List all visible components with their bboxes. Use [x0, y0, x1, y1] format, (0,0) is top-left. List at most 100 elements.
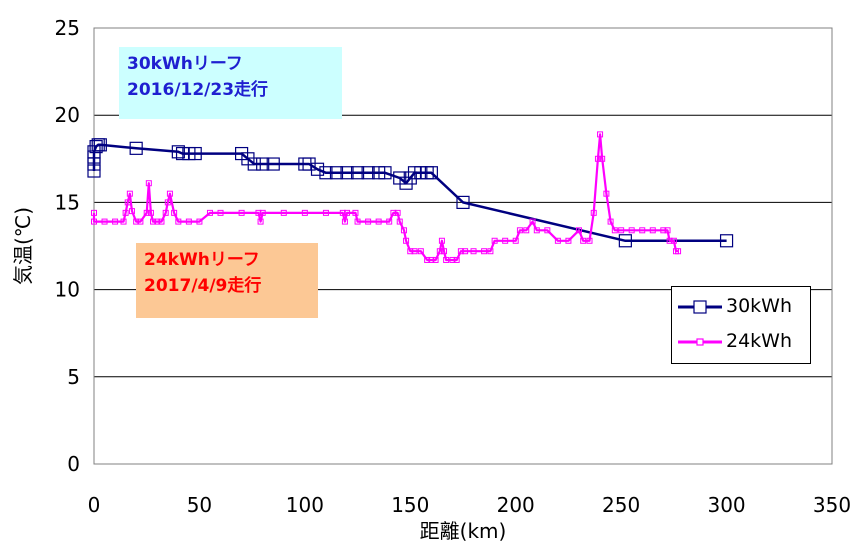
- legend-label-24kwh: 24kWh: [726, 330, 793, 352]
- annotation-30kwh: 30kWhリーフ 2016/12/23走行: [119, 47, 342, 119]
- data-point: [424, 166, 438, 180]
- series-layer: [87, 131, 734, 263]
- data-point: [147, 209, 154, 216]
- x-tick-label: 250: [602, 493, 640, 517]
- data-point: [590, 209, 597, 216]
- data-point: [628, 227, 635, 234]
- data-point: [449, 256, 456, 263]
- data-point: [618, 227, 625, 234]
- annotation-30kwh-line2: 2016/12/23走行: [127, 80, 269, 100]
- data-point: [432, 256, 439, 263]
- data-point: [664, 227, 671, 234]
- data-point: [403, 237, 410, 244]
- data-point: [365, 218, 372, 225]
- data-point: [352, 209, 359, 216]
- data-point: [554, 237, 561, 244]
- data-point: [150, 218, 157, 225]
- data-point: [470, 248, 477, 255]
- data-point: [339, 209, 346, 216]
- data-point: [341, 218, 348, 225]
- data-point: [523, 227, 530, 234]
- data-point: [171, 145, 185, 159]
- data-point: [280, 209, 287, 216]
- data-point: [512, 237, 519, 244]
- data-point: [93, 138, 107, 152]
- data-point: [259, 209, 266, 216]
- legend-swatch-30kwh: [678, 300, 722, 314]
- data-point: [660, 227, 667, 234]
- data-point: [301, 209, 308, 216]
- data-point: [302, 157, 316, 171]
- x-tick-label: 200: [497, 493, 535, 517]
- data-point: [378, 166, 392, 180]
- y-axis-title: 気温(℃): [11, 207, 35, 285]
- y-tick-label: 10: [55, 278, 80, 302]
- data-point: [175, 218, 182, 225]
- data-point: [666, 237, 673, 244]
- y-axis-ticks: 0 5 10 15 20 25: [55, 16, 80, 476]
- data-point: [456, 195, 470, 209]
- data-point: [91, 209, 97, 216]
- data-point: [217, 209, 224, 216]
- data-point: [133, 218, 140, 225]
- series-30kWh: [87, 138, 734, 248]
- data-point: [257, 218, 264, 225]
- data-point: [481, 248, 488, 255]
- x-axis-title: 距離(km): [420, 519, 507, 543]
- data-point: [143, 209, 150, 216]
- data-point: [375, 218, 382, 225]
- plot-area: [93, 27, 833, 465]
- data-point: [396, 218, 403, 225]
- data-point: [565, 237, 572, 244]
- data-point: [441, 248, 448, 255]
- data-point: [129, 141, 143, 155]
- data-point: [386, 218, 393, 225]
- data-point: [670, 237, 677, 244]
- data-point: [344, 209, 351, 216]
- legend-item-30kwh: 30kWh: [672, 292, 810, 322]
- x-tick-label: 300: [707, 493, 745, 517]
- legend-swatch-24kwh: [678, 338, 722, 346]
- data-point: [639, 227, 646, 234]
- data-point: [400, 227, 407, 234]
- data-point: [322, 209, 329, 216]
- data-point: [411, 248, 418, 255]
- x-tick-label: 0: [88, 493, 101, 517]
- data-point: [462, 248, 469, 255]
- x-axis-ticks: 0 50 100 150 200 250 300 350: [88, 493, 851, 517]
- data-point: [185, 218, 192, 225]
- data-point: [586, 237, 593, 244]
- data-point: [162, 209, 169, 216]
- data-point: [238, 209, 245, 216]
- data-point: [91, 218, 97, 225]
- x-tick-label: 100: [286, 493, 324, 517]
- data-point: [649, 227, 656, 234]
- data-point: [457, 248, 464, 255]
- data-point: [196, 218, 203, 225]
- data-point: [255, 209, 262, 216]
- data-point: [354, 218, 361, 225]
- data-point: [158, 218, 165, 225]
- legend: 30kWh 24kWh: [671, 286, 811, 364]
- data-point: [137, 218, 144, 225]
- data-point: [164, 199, 171, 206]
- data-point: [502, 237, 509, 244]
- data-point: [87, 164, 101, 178]
- data-point: [533, 227, 540, 234]
- data-point: [436, 248, 443, 255]
- x-tick-label: 50: [187, 493, 212, 517]
- data-point: [407, 248, 414, 255]
- data-point: [206, 209, 213, 216]
- data-point: [428, 256, 435, 263]
- data-point: [247, 157, 261, 171]
- data-point: [424, 256, 431, 263]
- data-point: [580, 237, 587, 244]
- annotation-24kwh-line1: 24kWhリーフ: [144, 250, 260, 270]
- y-tick-label: 5: [67, 365, 80, 389]
- legend-item-24kwh: 24kWh: [672, 327, 810, 357]
- data-point: [350, 166, 365, 180]
- data-point: [89, 139, 103, 154]
- data-point: [266, 157, 280, 171]
- legend-label-30kwh: 30kWh: [726, 295, 793, 317]
